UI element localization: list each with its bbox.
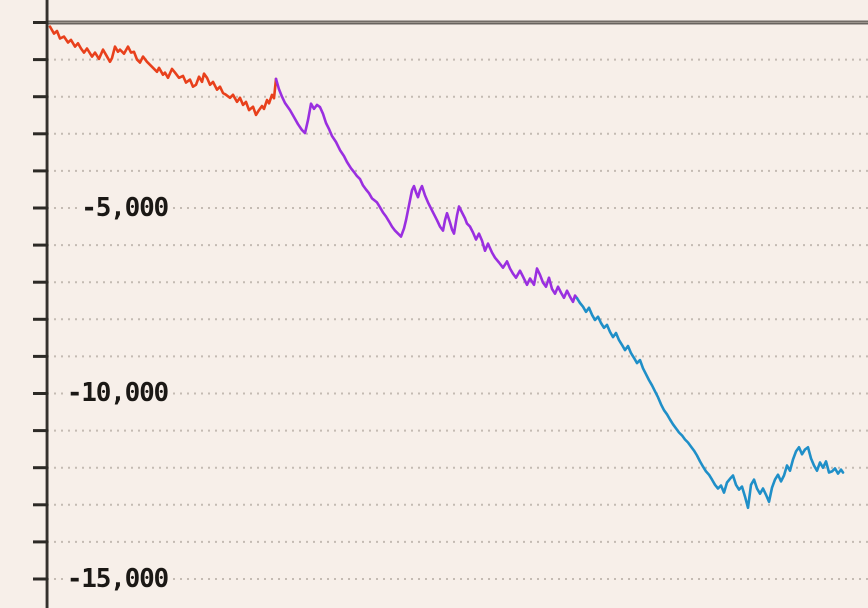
- y-axis-tick--10000: [33, 392, 48, 395]
- y-axis-tick--4000: [33, 169, 48, 173]
- y-axis-label-minus-10000: -10,000: [64, 378, 170, 408]
- y-axis-tick--12000: [33, 466, 48, 470]
- y-axis-tick--1000: [33, 58, 48, 62]
- series-segment-1: [48, 25, 278, 117]
- zero-line: [47, 23, 868, 25]
- series-segment-2: [274, 77, 579, 304]
- y-axis-tick--8000: [33, 317, 48, 321]
- y-axis-tick--7000: [33, 280, 48, 284]
- series-segment-3: [575, 296, 845, 510]
- zero-line: [47, 20, 868, 22]
- y-axis-tick--9000: [33, 354, 48, 358]
- zero-line: [47, 21, 868, 24]
- y-axis-tick--15000: [33, 577, 48, 581]
- y-axis-tick--14000: [33, 540, 48, 544]
- y-axis-label-minus-15000: -15,000: [64, 564, 170, 594]
- y-axis-tick--5000: [33, 206, 48, 210]
- y-axis-label-minus-5000: -5,000: [79, 193, 170, 223]
- y-axis-line: [45, 0, 49, 608]
- y-axis-tick-0: [33, 21, 48, 24]
- y-axis-tick--3000: [33, 132, 48, 136]
- y-axis-tick--2000: [33, 95, 48, 99]
- y-axis-tick--11000: [33, 429, 48, 433]
- y-axis-tick--6000: [33, 243, 48, 247]
- y-axis-tick--13000: [33, 503, 48, 507]
